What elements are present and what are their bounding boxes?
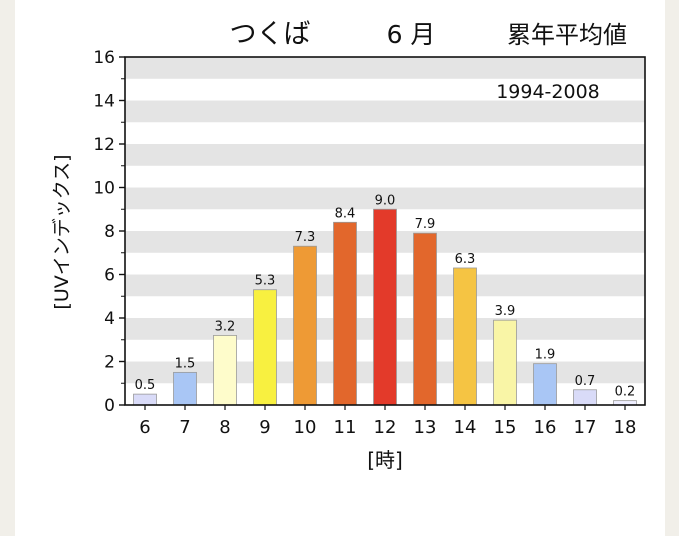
x-tick-label-16: 16: [534, 417, 557, 438]
data-label-7: 1.5: [175, 356, 196, 371]
y-tick-label-12: 12: [93, 135, 115, 155]
grid-band: [125, 187, 645, 210]
x-tick-label-7: 7: [179, 417, 190, 438]
chart-title-month: 6 月: [387, 20, 436, 49]
bar-17: [573, 389, 597, 406]
data-label-8: 3.2: [215, 319, 236, 334]
data-label-12: 9.0: [375, 193, 396, 208]
y-tick-label-4: 4: [104, 309, 115, 329]
bar-11: [333, 221, 357, 406]
chart-title-location: つくば: [230, 19, 311, 50]
y-tick-label-10: 10: [93, 179, 115, 199]
y-tick-label-14: 14: [93, 92, 115, 112]
data-label-16: 1.9: [535, 348, 556, 363]
x-tick-label-18: 18: [614, 417, 637, 438]
data-label-14: 6.3: [455, 252, 476, 267]
bar-13: [413, 232, 437, 406]
data-label-15: 3.9: [495, 304, 516, 319]
grid-band: [125, 57, 645, 79]
x-tick-label-14: 14: [454, 417, 477, 438]
x-tick-label-13: 13: [414, 417, 437, 438]
x-tick-label-9: 9: [259, 417, 270, 438]
data-label-17: 0.7: [575, 374, 596, 389]
bar-9: [253, 289, 277, 406]
y-tick-label-16: 16: [93, 48, 115, 68]
data-label-10: 7.3: [295, 230, 316, 245]
bar-15: [493, 319, 517, 406]
x-tick-label-17: 17: [574, 417, 597, 438]
bar-7: [173, 371, 197, 406]
bar-10: [293, 245, 317, 406]
data-label-11: 8.4: [335, 206, 356, 221]
bar-12: [373, 208, 397, 406]
bar-16: [533, 363, 557, 406]
x-tick-label-8: 8: [219, 417, 230, 438]
data-label-18: 0.2: [615, 385, 636, 400]
y-tick-label-0: 0: [104, 396, 115, 416]
data-label-6: 0.5: [135, 378, 156, 393]
period-annotation: 1994-2008: [496, 81, 600, 103]
data-label-13: 7.9: [415, 217, 436, 232]
chart-title-stat: 累年平均値: [507, 21, 627, 49]
bar-8: [213, 334, 237, 406]
x-tick-label-10: 10: [294, 417, 317, 438]
y-tick-label-6: 6: [104, 266, 115, 286]
bar-6: [133, 393, 157, 406]
grid-band: [125, 100, 645, 123]
data-label-9: 5.3: [255, 274, 276, 289]
x-tick-label-6: 6: [139, 417, 150, 438]
grid-band: [125, 144, 645, 166]
x-axis-title: [時]: [367, 448, 403, 472]
y-axis-title: [UVインデックス]: [51, 154, 73, 309]
bar-14: [453, 267, 477, 406]
y-tick-label-8: 8: [104, 222, 115, 242]
x-tick-label-11: 11: [334, 417, 357, 438]
plot-area: 0.5 1.5 3.2 5.3 7.3 8.4 9.0 7.9 6.3 3.9 1.9 0.7 0.2 0…: [93, 48, 646, 438]
x-tick-label-15: 15: [494, 417, 517, 438]
x-tick-label-12: 12: [374, 417, 397, 438]
y-tick-label-2: 2: [104, 353, 115, 373]
